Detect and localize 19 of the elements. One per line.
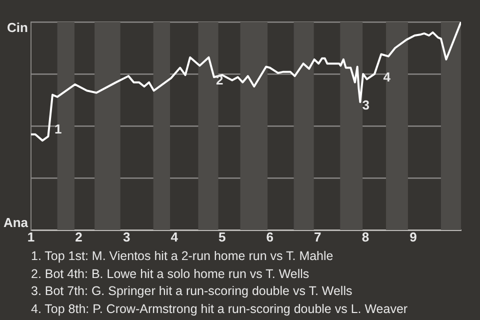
x-tick-label: 5	[218, 229, 226, 244]
x-tick-label: 8	[362, 229, 370, 244]
x-tick-label: 6	[266, 229, 274, 244]
text: 2. Bot 4th: B. Lowe hit a solo home run vs T. Wells	[31, 266, 310, 282]
x-tick-label: 4	[170, 229, 179, 244]
x-tick-label: 9	[410, 229, 417, 244]
annotation: 3	[362, 98, 370, 113]
x-tick-label: 1	[27, 229, 35, 244]
annotation: 1	[54, 122, 62, 137]
text: 3. Bot 7th: G. Springer hit a run-scoring double vs T. Wells	[31, 283, 354, 300]
text: 4. Top 8th: P. Crow-Armstrong hit a run-scoring double vs L. Weaver	[31, 300, 409, 318]
text: 1. Top 1st: M. Vientos hit a 2-run home run vs T. Mahle	[31, 248, 334, 265]
x-tick-label: 7	[314, 229, 322, 244]
x-tick-label: 2	[75, 229, 82, 244]
text: Ana	[3, 215, 29, 230]
text: Cin	[7, 20, 28, 36]
x-tick-label: 3	[122, 229, 130, 244]
annotation: 2	[216, 72, 224, 88]
annotation: 4	[383, 70, 392, 85]
